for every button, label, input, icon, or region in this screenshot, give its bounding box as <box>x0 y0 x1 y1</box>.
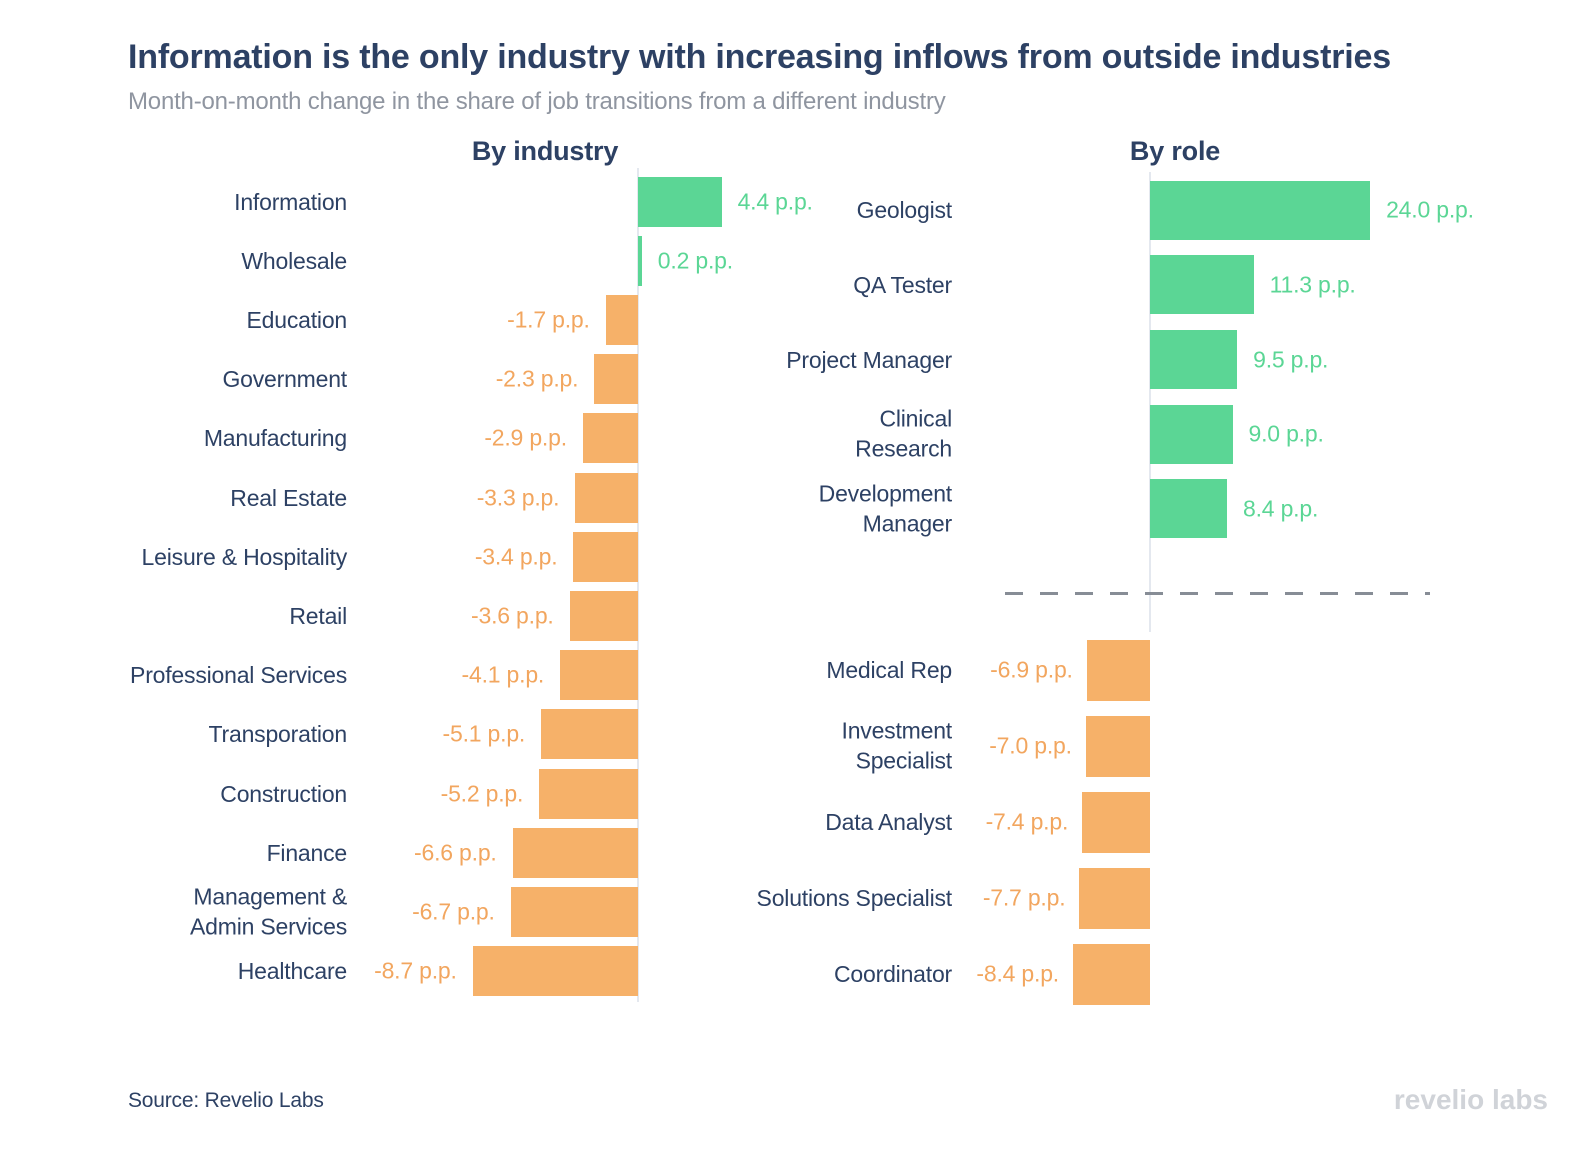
bar-value-government: -2.3 p.p. <box>495 365 579 392</box>
dashed-divider-line <box>1005 592 1430 595</box>
bar-label-leisure-hospitality: Leisure & Hospitality <box>141 543 348 570</box>
left-chart-title: By industry <box>471 136 619 166</box>
bar-value-development-manager: 8.4 p.p. <box>1243 495 1319 522</box>
bar-label-retail: Retail <box>289 602 347 629</box>
bar-value-professional-services: -4.1 p.p. <box>461 661 545 688</box>
bar-label-management-admin-services: Management & Admin Services <box>190 883 347 940</box>
bar-professional-services <box>560 650 638 701</box>
bar-value-medical-rep: -6.9 p.p. <box>990 656 1073 683</box>
bar-value-finance: -6.6 p.p. <box>414 839 497 866</box>
bar-value-solutions-specialist: -7.7 p.p. <box>982 884 1066 911</box>
bar-education <box>605 295 638 345</box>
bar-label-transporation: Transporation <box>208 721 348 748</box>
bar-value-clinical-research: 9.0 p.p. <box>1248 420 1324 447</box>
bar-label-project-manager: Project Manager <box>786 346 952 373</box>
bar-label-real-estate: Real Estate <box>230 484 347 511</box>
bar-geologist <box>1150 180 1371 240</box>
bar-label-construction: Construction <box>220 780 347 807</box>
bar-qa-tester <box>1150 255 1254 315</box>
bar-value-real-estate: -3.3 p.p. <box>476 484 560 511</box>
bar-investment-specialist <box>1085 715 1150 777</box>
bar-label-healthcare: Healthcare <box>237 958 347 985</box>
bar-label-clinical-research: Clinical Research <box>855 405 952 463</box>
bar-transporation <box>541 709 638 760</box>
bar-construction <box>539 768 638 819</box>
revelio-labs-logo: revelio labs <box>1393 1084 1548 1115</box>
bar-value-qa-tester: 11.3 p.p. <box>1269 271 1356 298</box>
bar-value-transporation: -5.1 p.p. <box>442 720 526 747</box>
bar-label-data-analyst: Data Analyst <box>825 808 952 835</box>
bar-label-professional-services: Professional Services <box>130 662 347 689</box>
source-credit: Source: Revelio Labs <box>128 1089 324 1112</box>
bar-value-information: 4.4 p.p. <box>737 188 813 215</box>
bar-project-manager <box>1150 330 1238 389</box>
bar-information <box>638 176 722 227</box>
bar-value-project-manager: 9.5 p.p. <box>1253 346 1329 372</box>
bar-retail <box>569 591 638 641</box>
right-zero-axis-line <box>1149 172 1151 632</box>
bar-label-information: Information <box>234 188 347 215</box>
bar-leisure-hospitality <box>573 531 638 582</box>
bar-label-coordinator: Coordinator <box>834 960 952 987</box>
bar-clinical-research <box>1150 404 1233 464</box>
bar-management-admin-services <box>510 887 638 937</box>
bar-label-government: Government <box>222 366 347 393</box>
left-zero-axis-line <box>637 168 639 1002</box>
bar-label-wholesale: Wholesale <box>241 247 347 274</box>
bar-label-geologist: Geologist <box>856 197 953 224</box>
bar-government <box>594 354 638 405</box>
bar-value-coordinator: -8.4 p.p. <box>976 960 1059 987</box>
bar-value-leisure-hospitality: -3.4 p.p. <box>474 543 558 570</box>
page-subtitle: Month-on-month change in the share of jo… <box>128 88 946 115</box>
right-chart-title: By role <box>1129 136 1221 166</box>
bar-healthcare <box>472 946 638 997</box>
bar-manufacturing <box>582 413 638 464</box>
bar-label-qa-tester: QA Tester <box>853 271 952 298</box>
bar-value-geologist: 24.0 p.p. <box>1386 196 1474 223</box>
bar-label-investment-specialist: Investment Specialist <box>841 717 953 774</box>
bar-label-manufacturing: Manufacturing <box>203 425 347 452</box>
bar-solutions-specialist <box>1079 867 1150 929</box>
bar-coordinator <box>1072 943 1150 1005</box>
bar-real-estate <box>575 472 638 523</box>
bar-value-investment-specialist: -7.0 p.p. <box>989 732 1072 759</box>
bar-label-finance: Finance <box>266 839 348 866</box>
bar-value-wholesale: 0.2 p.p. <box>657 247 733 274</box>
bar-label-development-manager: Development Manager <box>818 480 953 537</box>
bar-development-manager <box>1150 479 1228 539</box>
bar-value-education: -1.7 p.p. <box>507 306 590 333</box>
bar-finance <box>512 827 638 878</box>
bar-label-medical-rep: Medical Rep <box>826 656 952 683</box>
page-title: Information is the only industry with in… <box>128 38 1391 76</box>
bar-value-retail: -3.6 p.p. <box>471 602 554 629</box>
bar-data-analyst <box>1082 791 1150 853</box>
bar-value-management-admin-services: -6.7 p.p. <box>412 898 495 925</box>
bar-value-manufacturing: -2.9 p.p. <box>484 424 567 451</box>
bar-value-healthcare: -8.7 p.p. <box>374 957 457 984</box>
bar-wholesale <box>638 235 642 286</box>
bar-label-education: Education <box>246 306 348 333</box>
bar-medical-rep <box>1086 639 1150 701</box>
bar-label-solutions-specialist: Solutions Specialist <box>756 884 953 911</box>
bar-value-construction: -5.2 p.p. <box>440 780 524 807</box>
bar-value-data-analyst: -7.4 p.p. <box>985 808 1069 835</box>
